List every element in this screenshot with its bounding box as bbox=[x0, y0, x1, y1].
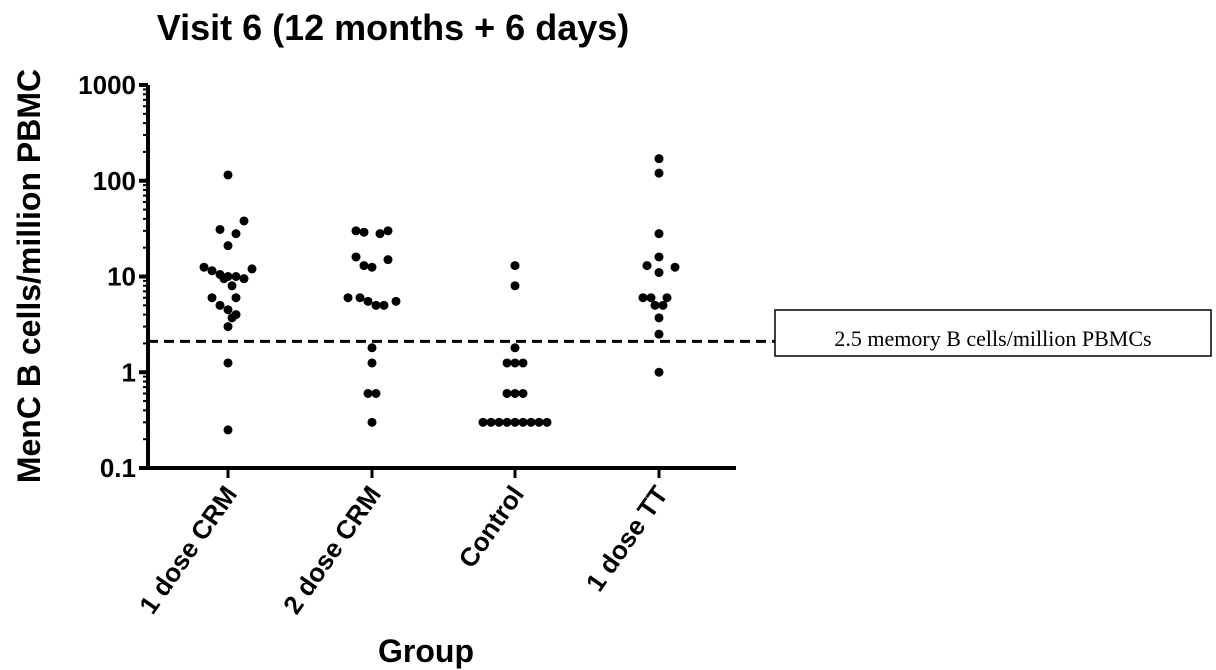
data-point bbox=[223, 305, 233, 315]
data-point bbox=[363, 296, 373, 306]
data-point bbox=[518, 388, 528, 398]
data-point bbox=[486, 417, 496, 427]
data-point bbox=[223, 241, 233, 251]
data-point bbox=[351, 252, 361, 262]
data-point bbox=[391, 296, 401, 306]
data-point bbox=[207, 266, 217, 276]
data-point bbox=[223, 322, 233, 332]
data-point bbox=[239, 216, 249, 226]
data-point bbox=[518, 358, 528, 368]
data-point bbox=[658, 300, 668, 310]
data-point bbox=[223, 170, 233, 180]
data-point bbox=[534, 417, 544, 427]
data-point bbox=[662, 293, 672, 303]
data-point bbox=[383, 226, 393, 236]
data-point bbox=[510, 343, 520, 353]
y-tick-label: 10 bbox=[107, 262, 136, 292]
data-point bbox=[654, 154, 664, 164]
data-point bbox=[670, 262, 680, 272]
data-point bbox=[367, 262, 377, 272]
data-point bbox=[375, 229, 385, 239]
x-category-labels: 1 dose CRM 2 dose CRM Control 1 dose TT bbox=[133, 480, 674, 619]
data-point bbox=[650, 300, 660, 310]
data-point bbox=[359, 227, 369, 237]
data-point bbox=[215, 224, 225, 234]
data-point bbox=[355, 293, 365, 303]
chart-title: Visit 6 (12 months + 6 days) bbox=[157, 7, 630, 48]
data-point bbox=[494, 417, 504, 427]
data-point bbox=[379, 300, 389, 310]
y-tick-label: 100 bbox=[93, 166, 136, 196]
y-tick-label: 1000 bbox=[78, 70, 136, 100]
data-point bbox=[367, 343, 377, 353]
x-category-label: 1 dose TT bbox=[580, 480, 674, 597]
data-point bbox=[223, 425, 233, 435]
data-point bbox=[343, 293, 353, 303]
data-point bbox=[518, 417, 528, 427]
x-category-label: Control bbox=[452, 480, 530, 573]
data-point bbox=[199, 262, 209, 272]
x-category-label: 2 dose CRM bbox=[277, 480, 387, 619]
data-point bbox=[502, 388, 512, 398]
data-point bbox=[646, 293, 656, 303]
threshold-label: 2.5 memory B cells/million PBMCs bbox=[834, 326, 1151, 351]
data-point bbox=[227, 313, 237, 323]
data-point bbox=[231, 293, 241, 303]
x-category-label: 1 dose CRM bbox=[133, 480, 243, 619]
data-point bbox=[231, 229, 241, 239]
data-point bbox=[219, 274, 229, 284]
data-point bbox=[367, 358, 377, 368]
data-point bbox=[239, 274, 249, 284]
data-point bbox=[371, 388, 381, 398]
data-point bbox=[367, 417, 377, 427]
data-point bbox=[371, 300, 381, 310]
data-point bbox=[510, 281, 520, 291]
data-point bbox=[383, 255, 393, 265]
x-axis-label: Group bbox=[378, 633, 474, 669]
data-point bbox=[510, 261, 520, 271]
data-point bbox=[510, 358, 520, 368]
reference-line-group: 2.5 memory B cells/million PBMCs bbox=[148, 309, 1212, 357]
data-point bbox=[654, 329, 664, 339]
y-tick-label: 1 bbox=[122, 357, 136, 387]
data-point bbox=[359, 261, 369, 271]
data-point bbox=[215, 300, 225, 310]
data-point bbox=[526, 417, 536, 427]
data-point bbox=[654, 168, 664, 178]
threshold-label-box bbox=[774, 309, 1212, 357]
data-point bbox=[654, 252, 664, 262]
data-point bbox=[363, 388, 373, 398]
data-point bbox=[638, 293, 648, 303]
y-axis-label: MenC B cells/million PBMC bbox=[11, 69, 47, 483]
axes bbox=[139, 83, 736, 478]
y-tick-labels: 0.1 1 10 100 1000 bbox=[78, 70, 136, 483]
data-point bbox=[510, 388, 520, 398]
data-point bbox=[654, 268, 664, 278]
data-point bbox=[478, 417, 488, 427]
data-point bbox=[642, 261, 652, 271]
data-point bbox=[351, 226, 361, 236]
data-point bbox=[502, 417, 512, 427]
data-point bbox=[510, 417, 520, 427]
y-tick-label: 0.1 bbox=[100, 453, 136, 483]
data-point bbox=[227, 281, 237, 291]
data-point bbox=[223, 358, 233, 368]
data-point bbox=[542, 417, 552, 427]
data-point bbox=[654, 367, 664, 377]
data-point bbox=[207, 293, 217, 303]
data-point bbox=[654, 229, 664, 239]
data-point bbox=[502, 358, 512, 368]
data-point bbox=[654, 313, 664, 323]
data-point bbox=[247, 264, 257, 274]
data-points bbox=[199, 154, 680, 435]
data-point bbox=[231, 272, 241, 281]
